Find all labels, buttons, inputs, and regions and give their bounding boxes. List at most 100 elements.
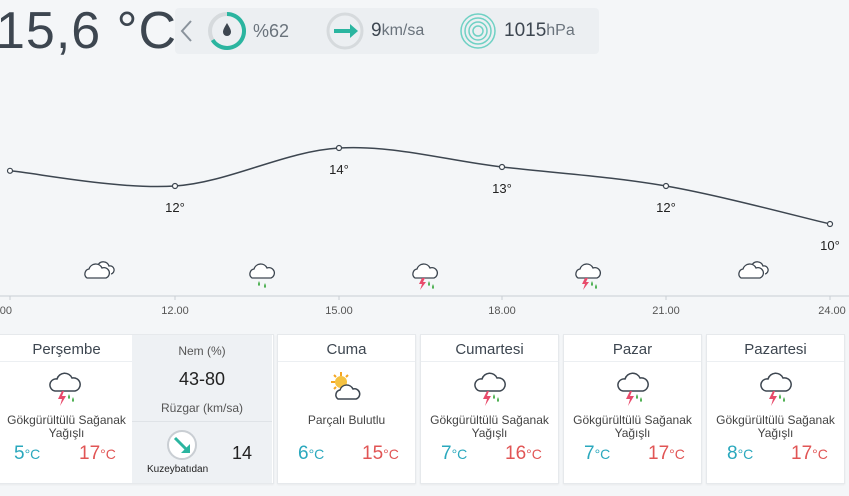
description-line-2: Yağışlı: [471, 426, 508, 440]
min-unit: °C: [594, 446, 611, 462]
cloudy-icon: [738, 261, 769, 279]
weather-description: Parçalı Bulutlu: [278, 414, 415, 427]
humidity-range: 43-80: [178, 369, 226, 389]
hourly-chart: 09.00 12.00 15.00 18.00 21.00 24.00 12° 14° 13°…: [0, 62, 849, 324]
max-value: 17: [791, 443, 813, 464]
temperature-label: 14°: [329, 162, 349, 177]
hourly-chart-svg: 09.00 12.00 15.00 18.00 21.00 24.00 12° 14° 13°…: [0, 144, 849, 317]
max-value: 17: [79, 443, 101, 464]
min-value: 5: [14, 443, 25, 464]
wind-value: 9: [371, 20, 382, 41]
current-temperature: 15,6 °C: [0, 2, 178, 60]
pressure-icon: [460, 13, 496, 49]
description-line-2: Yağışlı: [48, 426, 85, 440]
thunder-rain-icon: [617, 372, 649, 406]
max-value: 16: [505, 443, 527, 464]
temperature-point: [335, 144, 343, 152]
thunder-rain-icon: [412, 263, 438, 290]
min-unit: °C: [737, 446, 754, 462]
temperature-point: [498, 163, 506, 171]
temperature-point: [826, 220, 834, 228]
max-unit: °C: [100, 446, 116, 462]
thunder-rain-icon: [575, 263, 601, 290]
thunder-rain-icon: [474, 372, 506, 406]
temperature-line: [9, 146, 831, 225]
humidity-label: Nem (%): [178, 344, 226, 358]
max-unit: °C: [669, 446, 685, 462]
thunder-rain-icon: [49, 372, 81, 406]
description-line-1: Gökgürültülü Sağanak: [430, 413, 549, 427]
day-name: Pazar: [612, 341, 653, 358]
description-line-1: Gökgürültülü Sağanak: [7, 413, 126, 427]
time-tick-label: 09.00: [0, 305, 12, 317]
max-unit: °C: [526, 446, 542, 462]
weather-description: Gökgürültülü Sağanak Yağışlı: [421, 414, 558, 440]
day-card-friday[interactable]: Cuma Parçalı Bulutlu 6°C 15°C: [277, 334, 416, 484]
max-unit: °C: [383, 446, 399, 462]
day-name: Cumartesi: [455, 341, 524, 358]
max-temp: 17°C: [79, 443, 116, 465]
wind-label: Rüzgar (km/sa): [160, 401, 243, 415]
weather-description: Gökgürültülü Sağanak Yağışlı: [564, 414, 701, 440]
wind-direction: Kuzeybatıdan: [147, 464, 209, 475]
min-temp: 8°C: [727, 443, 753, 465]
description-line-1: Gökgürültülü Sağanak: [573, 413, 692, 427]
day-card-sunday[interactable]: Pazar Gökgürültülü Sağanak Yağışlı 7°C 1…: [563, 334, 702, 484]
rain-icon: [249, 263, 275, 288]
max-temp: 17°C: [791, 443, 828, 465]
time-tick-label: 12.00: [161, 305, 189, 317]
day-card-saturday[interactable]: Cumartesi Gökgürültülü Sağanak Yağışlı 7…: [420, 334, 559, 484]
weather-description: Gökgürültülü Sağanak Yağışlı: [0, 414, 134, 440]
description-line-1: Parçalı Bulutlu: [307, 413, 386, 427]
time-tick-label: 21.00: [652, 305, 680, 317]
wind-unit: km/sa: [381, 22, 425, 39]
wind-speed: 14: [232, 443, 253, 463]
wind-direction-icon: [167, 430, 197, 460]
humidity-icon: [208, 12, 247, 50]
wind-arrow-icon: [326, 12, 364, 50]
max-temp: 15°C: [362, 443, 399, 465]
time-tick-label: 24.00: [818, 305, 846, 317]
thunder-rain-icon: [760, 372, 792, 406]
max-unit: °C: [812, 446, 828, 462]
day-name: Perşembe: [32, 341, 101, 358]
min-unit: °C: [451, 446, 468, 462]
min-unit: °C: [24, 446, 41, 462]
description-line-2: Yağışlı: [757, 426, 794, 440]
day-name: Cuma: [326, 341, 367, 358]
description-line-1: Gökgürültülü Sağanak: [716, 413, 835, 427]
weather-description: Gökgürültülü Sağanak Yağışlı: [707, 414, 844, 440]
min-temp: 7°C: [441, 443, 467, 465]
min-value: 8: [727, 443, 738, 464]
day-card-thursday[interactable]: Perşembe Gökgürültülü Sağanak Yağışlı 5°…: [0, 334, 274, 484]
temperature-label: 12°: [656, 200, 676, 215]
min-value: 7: [584, 443, 595, 464]
chevron-left-icon[interactable]: [179, 18, 195, 44]
day-card-monday[interactable]: Pazartesi Gökgürültülü Sağanak Yağışlı 8…: [706, 334, 845, 484]
max-value: 17: [648, 443, 670, 464]
partly-cloudy-icon: [331, 372, 361, 400]
min-value: 7: [441, 443, 452, 464]
temperature-point: [6, 167, 14, 174]
max-value: 15: [362, 443, 384, 464]
time-tick-label: 18.00: [488, 305, 516, 317]
temperature-label: 13°: [492, 181, 512, 196]
day-name: Pazartesi: [744, 341, 807, 358]
divider: [421, 361, 558, 362]
daily-forecast: Perşembe Gökgürültülü Sağanak Yağışlı 5°…: [0, 334, 849, 496]
info-bar: %62 9 km/sa 1015 hPa: [175, 8, 599, 54]
current-conditions: 15,6 °C %62 9 km/sa: [0, 0, 849, 62]
divider: [0, 361, 134, 362]
time-tick-label: 15.00: [325, 305, 353, 317]
min-value: 6: [298, 443, 309, 464]
pressure-unit: hPa: [546, 22, 575, 39]
min-unit: °C: [308, 446, 325, 462]
cloudy-icon: [84, 261, 115, 279]
divider: [278, 361, 415, 362]
pressure-value: 1015: [504, 20, 547, 41]
max-temp: 16°C: [505, 443, 542, 465]
day-detail-panel: Nem (%) 43-80 Rüzgar (km/sa) 14 Kuzeybat…: [132, 335, 272, 483]
temperature-label: 10°: [820, 238, 840, 253]
temperature-label: 12°: [165, 200, 185, 215]
temperature-point: [171, 182, 179, 190]
